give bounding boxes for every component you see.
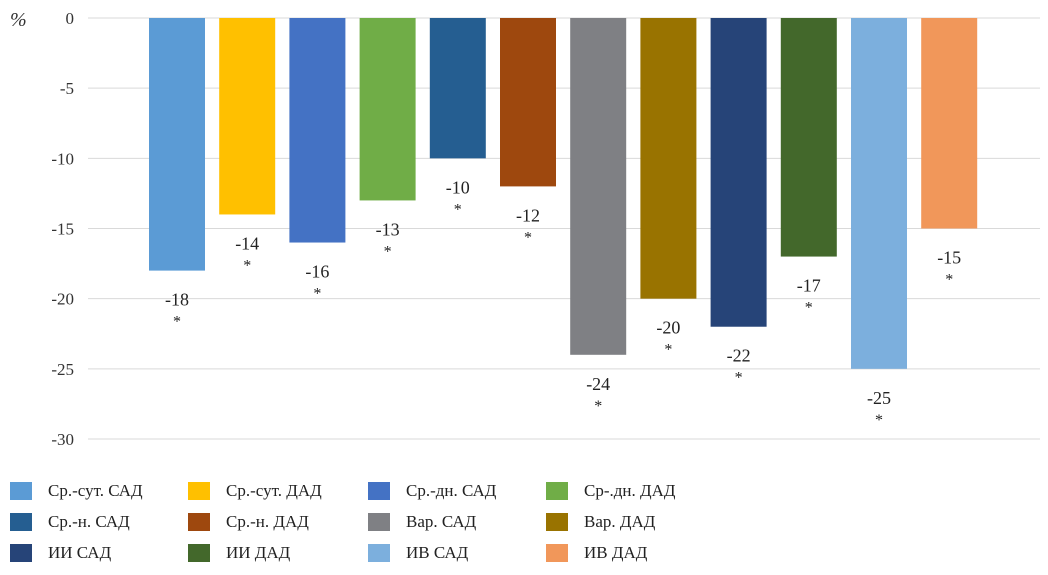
- data-label: -12: [516, 205, 540, 225]
- legend-swatch: [546, 482, 568, 500]
- significance-marker: *: [664, 342, 672, 359]
- legend-item: ИВ ДАД: [546, 542, 647, 564]
- legend-label: Вар. САД: [406, 512, 477, 531]
- legend-swatch: [10, 482, 32, 500]
- data-label: -20: [656, 318, 680, 338]
- significance-marker: *: [875, 412, 883, 429]
- legend-swatch: [368, 482, 390, 500]
- data-label: -17: [797, 276, 821, 296]
- data-label: -24: [586, 374, 610, 394]
- y-tick-label: -30: [51, 430, 74, 449]
- significance-marker: *: [454, 201, 462, 218]
- bar: [219, 18, 276, 215]
- y-tick-label: -20: [51, 290, 74, 309]
- data-label: -22: [727, 346, 751, 366]
- legend-label: Ср.-н. ДАД: [226, 512, 309, 531]
- y-axis-label: %: [10, 9, 27, 31]
- legend-swatch: [546, 513, 568, 531]
- bar: [780, 18, 837, 257]
- legend-label: ИИ САД: [48, 543, 112, 562]
- data-label: -15: [937, 248, 961, 268]
- legend-swatch: [188, 544, 210, 562]
- bar-chart: % 0 -5 -10 -15 -20 -25 -30 -18 * -14 * -16 * -13 * -10…: [10, 9, 1040, 449]
- legend-swatch: [368, 513, 390, 531]
- significance-marker: *: [594, 398, 602, 415]
- legend-item: Ср.-н. ДАД: [188, 511, 309, 533]
- bar: [710, 18, 767, 327]
- y-tick-label: -25: [51, 360, 74, 379]
- legend-item: Ср.-сут. ДАД: [188, 480, 322, 502]
- legend-label: Ср.-дн. САД: [406, 481, 497, 500]
- significance-marker: *: [805, 300, 813, 317]
- significance-marker: *: [945, 272, 953, 289]
- legend-label: Вар. ДАД: [584, 512, 656, 531]
- legend-item: ИИ ДАД: [188, 542, 290, 564]
- legend-label: Ср-.дн. ДАД: [584, 481, 676, 500]
- bar: [851, 18, 907, 369]
- significance-marker: *: [313, 286, 321, 303]
- legend-label: Ср.-сут. САД: [48, 481, 143, 500]
- legend-label: ИИ ДАД: [226, 543, 291, 562]
- legend-label: Ср.-сут. ДАД: [226, 481, 322, 500]
- y-tick-label: -15: [51, 220, 74, 239]
- significance-marker: *: [173, 314, 181, 331]
- y-tick-label: -5: [60, 79, 74, 98]
- legend-swatch: [188, 482, 210, 500]
- significance-marker: *: [735, 370, 743, 387]
- legend-item: Ср-.дн. ДАД: [546, 480, 675, 502]
- legend-item: Вар. ДАД: [546, 511, 655, 533]
- legend-label: Ср.-н. САД: [48, 512, 130, 531]
- bar: [149, 18, 205, 271]
- legend-swatch: [10, 513, 32, 531]
- legend-item: Ср.-дн. САД: [368, 480, 496, 502]
- legend-swatch: [188, 513, 210, 531]
- bar: [500, 18, 556, 187]
- bar: [289, 18, 346, 243]
- data-label: -14: [235, 233, 259, 253]
- significance-marker: *: [384, 243, 392, 260]
- legend-item: ИВ САД: [368, 542, 468, 564]
- legend-label: ИВ САД: [406, 543, 469, 562]
- legend-item: Ср.-н. САД: [10, 511, 130, 533]
- bar: [640, 18, 697, 299]
- legend-swatch: [368, 544, 390, 562]
- data-label: -16: [305, 262, 329, 282]
- bar: [921, 18, 978, 229]
- legend-item: Ср.-сут. САД: [10, 480, 143, 502]
- legend-swatch: [10, 544, 32, 562]
- y-tick-label: 0: [66, 9, 75, 28]
- data-label: -18: [165, 290, 189, 310]
- data-label: -13: [376, 219, 400, 239]
- legend-item: Вар. САД: [368, 511, 476, 533]
- legend-item: ИИ САД: [10, 542, 111, 564]
- legend-swatch: [546, 544, 568, 562]
- y-tick-label: -10: [51, 149, 74, 168]
- data-label: -25: [867, 388, 891, 408]
- bar: [359, 18, 416, 201]
- bar: [570, 18, 627, 355]
- data-label: -10: [446, 177, 470, 197]
- significance-marker: *: [243, 257, 251, 274]
- bar: [429, 18, 486, 159]
- legend-label: ИВ ДАД: [584, 543, 648, 562]
- significance-marker: *: [524, 229, 532, 246]
